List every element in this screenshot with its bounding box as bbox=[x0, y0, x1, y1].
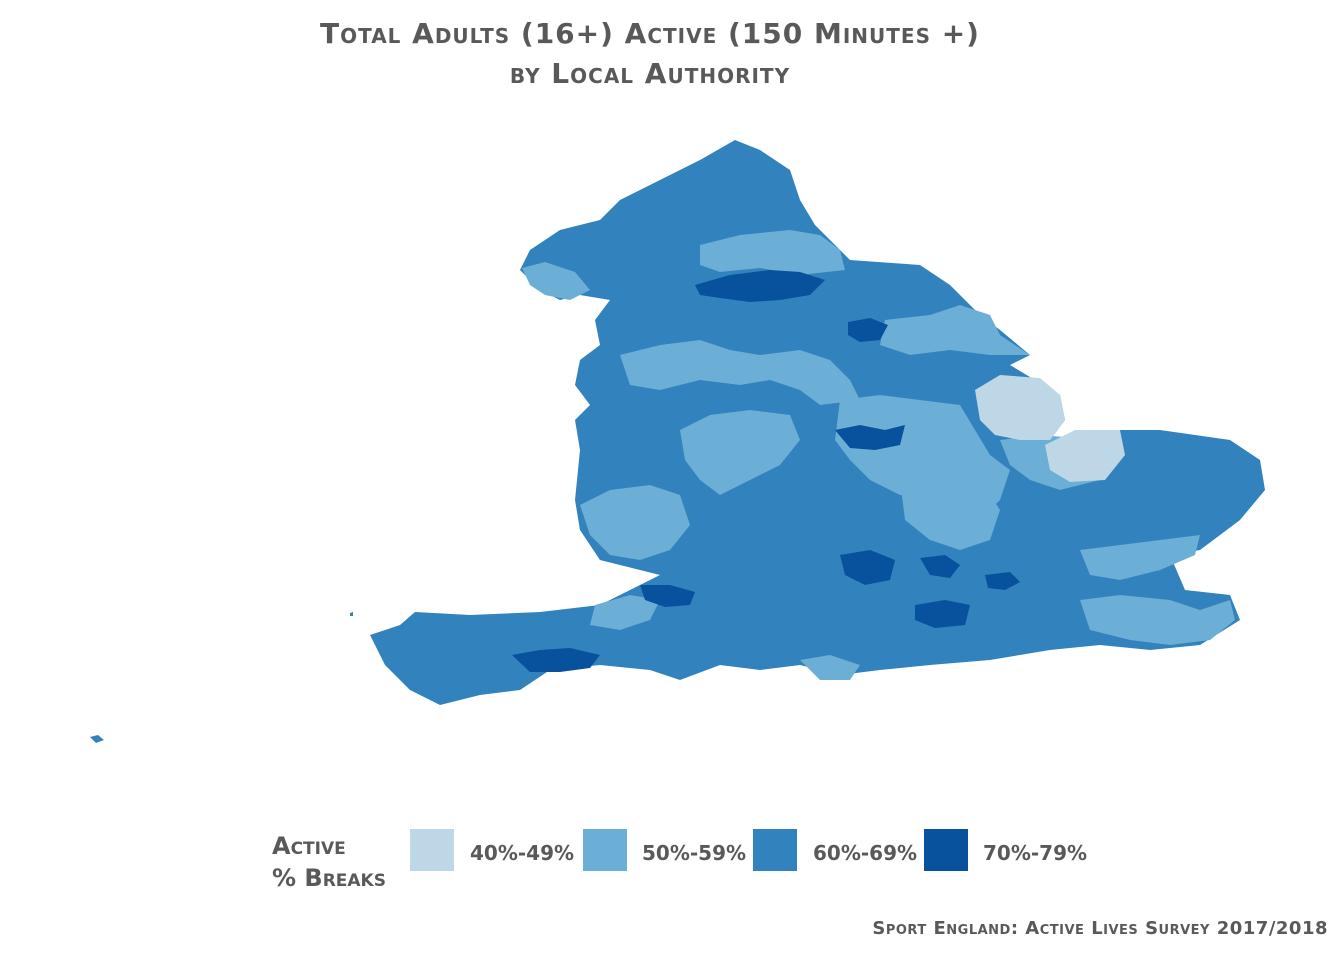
legend-label-60-69: 60%-69% bbox=[813, 841, 918, 865]
lundy-island bbox=[350, 612, 353, 616]
region-cumbria-west bbox=[522, 262, 590, 300]
region-north-east-light bbox=[700, 230, 845, 275]
map-title-line1: Total Adults (16+) Active (150 Minutes +… bbox=[320, 17, 980, 50]
region-surrey-dark bbox=[915, 600, 970, 628]
region-west-midlands-light bbox=[680, 410, 800, 495]
region-york-dark bbox=[848, 318, 888, 342]
region-fens-pale bbox=[1045, 430, 1125, 482]
legend-title-line2: % Breaks bbox=[272, 864, 386, 892]
legend-label-70-79: 70%-79% bbox=[983, 841, 1088, 865]
region-kent bbox=[1080, 595, 1235, 645]
legend-swatch-60-69 bbox=[753, 829, 797, 871]
region-oxford-dark bbox=[840, 550, 895, 585]
legend-label-40-49: 40%-49% bbox=[470, 841, 575, 865]
region-essex bbox=[1080, 535, 1200, 580]
source-caption: Sport England: Active Lives Survey 2017/… bbox=[872, 918, 1328, 939]
legend-swatch-50-59 bbox=[583, 829, 627, 871]
region-midlands-centre bbox=[900, 470, 1000, 550]
region-derbyshire-dark bbox=[835, 425, 905, 450]
region-devon-dark bbox=[512, 648, 600, 672]
legend-label-50-59: 50%-59% bbox=[642, 841, 747, 865]
region-hampshire-coast bbox=[800, 655, 860, 680]
map-title-line2: by Local Authority bbox=[509, 57, 791, 90]
region-wales-border bbox=[580, 485, 690, 560]
region-london-dark bbox=[985, 572, 1020, 590]
legend-title: Active % Breaks bbox=[272, 830, 386, 894]
legend-title-line1: Active bbox=[272, 832, 346, 860]
region-bath-dark bbox=[640, 585, 695, 607]
region-lancashire bbox=[620, 340, 860, 405]
region-north-yorkshire-dark bbox=[695, 270, 825, 302]
region-lincolnshire-pale bbox=[975, 375, 1065, 440]
region-somerset-north bbox=[590, 595, 660, 630]
isles-of-scilly bbox=[90, 735, 104, 743]
region-home-counties-dark bbox=[920, 555, 960, 578]
legend-swatch-70-79 bbox=[924, 829, 968, 871]
region-yorkshire-east bbox=[880, 305, 1030, 355]
legend-swatch-40-49 bbox=[410, 829, 454, 871]
england-outline bbox=[370, 140, 1265, 705]
